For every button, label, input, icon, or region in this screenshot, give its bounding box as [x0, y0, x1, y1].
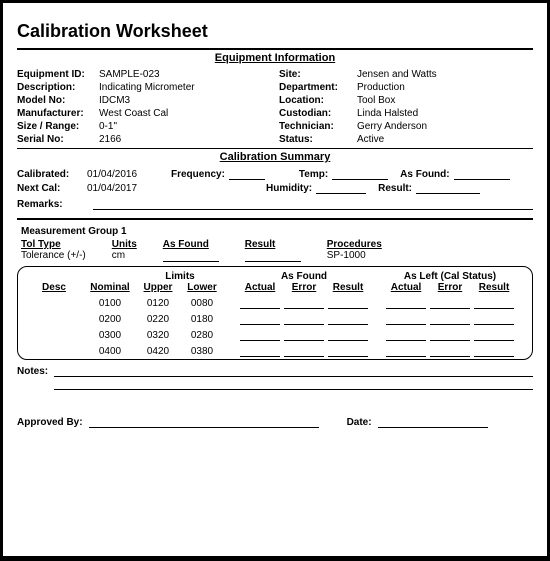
value-model-no: IDCM3: [99, 95, 130, 106]
blank-humidity: [316, 182, 366, 194]
label-serial-no: Serial No:: [17, 134, 99, 145]
label-result: Result:: [378, 183, 412, 194]
equipment-right: Site:Jensen and Watts Department:Product…: [279, 68, 533, 146]
value-serial-no: 2166: [99, 134, 121, 145]
value-equipment-id: SAMPLE-023: [99, 69, 160, 80]
blank-mg-as-found: [163, 250, 219, 262]
label-site: Site:: [279, 69, 357, 80]
hdr-result: Result: [245, 239, 301, 250]
equipment-left: Equipment ID:SAMPLE-023 Description:Indi…: [17, 68, 271, 146]
table-row: 020002200180: [24, 309, 526, 325]
label-manufacturer: Manufacturer:: [17, 108, 99, 119]
col-upper: Upper: [136, 282, 180, 293]
label-calibrated: Calibrated:: [17, 169, 87, 180]
value-custodian: Linda Halsted: [357, 108, 418, 119]
label-size-range: Size / Range:: [17, 121, 99, 132]
val-tol-type: Tolerance (+/-): [21, 250, 86, 261]
blank-remarks: [93, 198, 533, 210]
label-model-no: Model No:: [17, 95, 99, 106]
col-error-1: Error: [282, 282, 326, 293]
value-manufacturer: West Coast Cal: [99, 108, 168, 119]
value-status: Active: [357, 134, 384, 145]
blank-frequency: [229, 168, 265, 180]
table-row: 040004200380: [24, 341, 526, 357]
value-site: Jensen and Watts: [357, 69, 437, 80]
label-remarks: Remarks:: [17, 199, 87, 210]
col-actual-2: Actual: [384, 282, 428, 293]
label-as-found: As Found:: [400, 169, 449, 180]
equipment-info: Equipment ID:SAMPLE-023 Description:Indi…: [17, 68, 533, 146]
rule-top: [17, 48, 533, 50]
blank-mg-result: [245, 250, 301, 262]
label-location: Location:: [279, 95, 357, 106]
mg-table-box: Limits As Found As Left (Cal Status) Des…: [17, 266, 533, 360]
col-error-2: Error: [428, 282, 472, 293]
blank-as-found: [454, 168, 510, 180]
mg-notes: Notes:: [17, 364, 533, 390]
value-department: Production: [357, 82, 405, 93]
hdr-tol-type: Tol Type: [21, 239, 86, 250]
col-as-found-group: As Found: [238, 271, 370, 282]
label-status: Status:: [279, 134, 357, 145]
footer: Approved By: Date:: [17, 416, 533, 428]
mg-header: Tol Type Tolerance (+/-) Units cm As Fou…: [17, 239, 533, 262]
page-title: Calibration Worksheet: [17, 21, 533, 42]
col-nominal: Nominal: [84, 282, 136, 293]
label-next-cal: Next Cal:: [17, 183, 87, 194]
blank-date: [378, 416, 488, 428]
value-calibrated: 01/04/2016: [87, 169, 161, 180]
label-description: Description:: [17, 82, 99, 93]
notes-line-2: [54, 377, 533, 390]
label-humidity: Humidity:: [266, 183, 312, 194]
calibration-summary: Calibrated: 01/04/2016 Frequency: Temp: …: [17, 167, 533, 210]
val-units: cm: [112, 250, 137, 261]
label-approved-by: Approved By:: [17, 417, 83, 428]
table-row: 030003200280: [24, 325, 526, 341]
blank-approved-by: [89, 416, 319, 428]
rule-mg: [17, 218, 533, 220]
mg-title: Measurement Group 1: [21, 226, 533, 237]
value-next-cal: 01/04/2017: [87, 183, 161, 194]
calibration-worksheet: Calibration Worksheet Equipment Informat…: [2, 2, 548, 557]
label-date: Date:: [347, 417, 372, 428]
label-notes: Notes:: [17, 366, 48, 377]
col-lower: Lower: [180, 282, 224, 293]
col-limits: Limits: [136, 271, 224, 282]
col-actual-1: Actual: [238, 282, 282, 293]
label-department: Department:: [279, 82, 357, 93]
table-row: 010001200080: [24, 293, 526, 309]
label-technician: Technician:: [279, 121, 357, 132]
value-location: Tool Box: [357, 95, 395, 106]
col-as-left-group: As Left (Cal Status): [384, 271, 516, 282]
section-calibration-summary: Calibration Summary: [17, 151, 533, 163]
notes-line-1: [54, 364, 533, 377]
label-frequency: Frequency:: [171, 169, 225, 180]
hdr-units: Units: [112, 239, 137, 250]
hdr-procedures: Procedures: [327, 239, 382, 250]
hdr-as-found: As Found: [163, 239, 219, 250]
val-procedures: SP-1000: [327, 250, 382, 261]
col-desc: Desc: [24, 282, 84, 293]
measurement-group: Measurement Group 1 Tol Type Tolerance (…: [17, 226, 533, 390]
label-temp: Temp:: [299, 169, 328, 180]
col-result-2: Result: [472, 282, 516, 293]
value-size-range: 0-1": [99, 121, 117, 132]
col-result-1: Result: [326, 282, 370, 293]
mg-table: Limits As Found As Left (Cal Status) Des…: [24, 271, 526, 357]
label-custodian: Custodian:: [279, 108, 357, 119]
value-technician: Gerry Anderson: [357, 121, 427, 132]
value-description: Indicating Micrometer: [99, 82, 195, 93]
label-equipment-id: Equipment ID:: [17, 69, 99, 80]
blank-temp: [332, 168, 388, 180]
blank-result: [416, 182, 480, 194]
rule-mid: [17, 148, 533, 149]
section-equipment-info: Equipment Information: [17, 52, 533, 64]
